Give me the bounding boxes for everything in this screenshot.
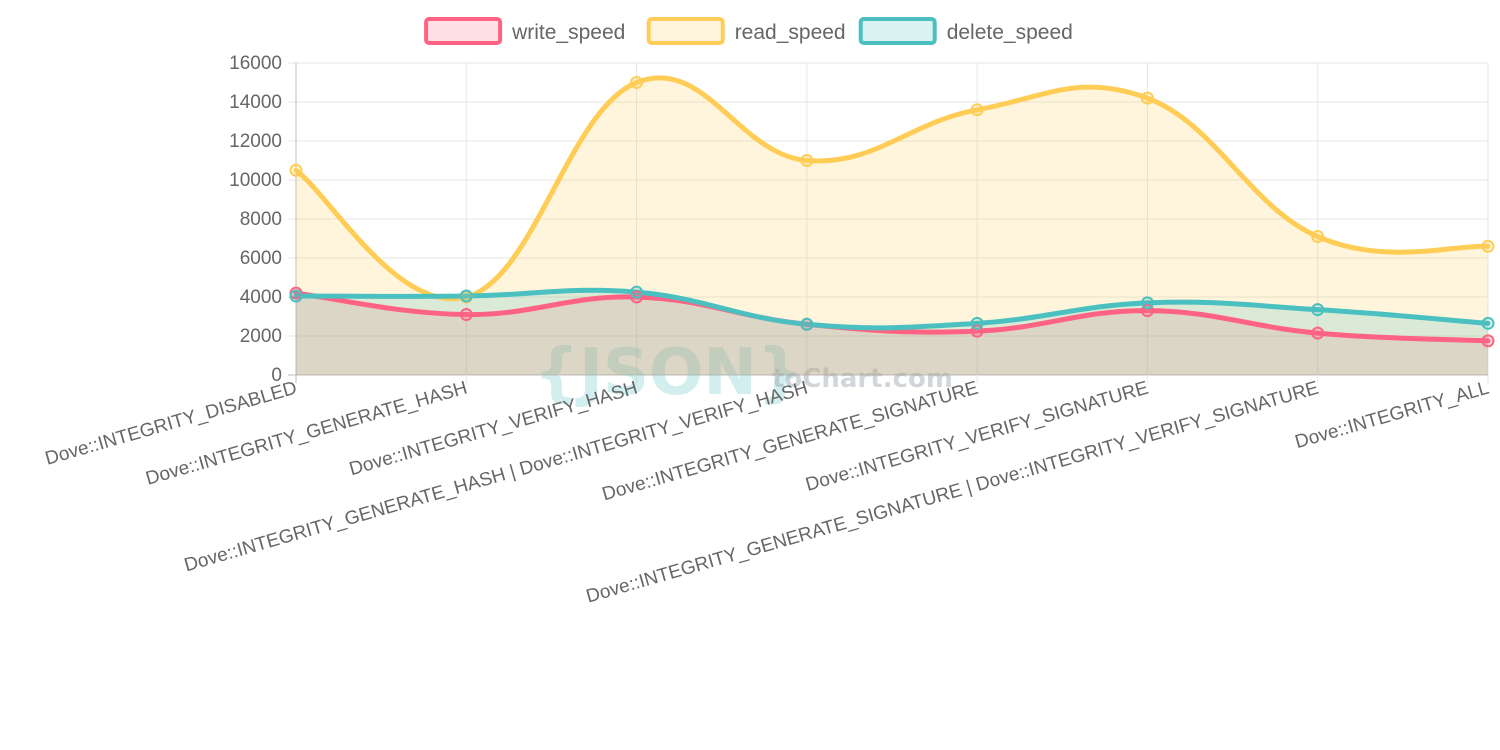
series-lines	[293, 75, 1491, 344]
y-tick-label: 4000	[240, 287, 282, 308]
y-tick-label: 14000	[229, 92, 282, 113]
delete_speed-point[interactable]	[970, 316, 984, 330]
delete_speed-line	[293, 287, 1491, 331]
legend-label-write_speed: write_speed	[511, 21, 625, 44]
legend-item-delete_speed[interactable]: delete_speed	[858, 17, 1073, 45]
watermark: {JSON} toChart.com	[534, 336, 953, 410]
delete_speed-point[interactable]	[1481, 316, 1495, 330]
delete_speed-point[interactable]	[800, 317, 814, 331]
read_speed-point[interactable]	[800, 154, 814, 167]
y-tick-label: 16000	[229, 53, 282, 74]
read_speed-line	[293, 75, 1491, 302]
y-tick-label: 12000	[229, 131, 282, 152]
x-category-label: Dove::INTEGRITY_GENERATE_HASH | Dove::IN…	[182, 378, 810, 577]
legend-swatch-delete_speed	[858, 17, 937, 45]
write_speed-point[interactable]	[1311, 326, 1325, 340]
x-category-label: Dove::INTEGRITY_VERIFY_HASH	[347, 378, 640, 481]
write_speed-point[interactable]	[459, 308, 473, 322]
read_speed-point[interactable]	[1140, 91, 1154, 105]
legend-label-delete_speed: delete_speed	[947, 21, 1073, 44]
read_speed-point[interactable]	[289, 163, 303, 177]
y-tick-label: 8000	[240, 209, 282, 230]
read_speed-point[interactable]	[1311, 230, 1325, 244]
read_speed-point[interactable]	[630, 76, 644, 89]
legend-item-read_speed[interactable]: read_speed	[646, 17, 846, 45]
delete_speed-point[interactable]	[459, 289, 473, 303]
delete_speed-point[interactable]	[630, 285, 644, 299]
legend-swatch-read_speed	[646, 17, 725, 45]
write_speed-point[interactable]	[1481, 334, 1495, 348]
legend: write_speed read_speed delete_speed	[424, 17, 1073, 45]
y-tick-label: 0	[271, 365, 282, 386]
legend-swatch-write_speed	[424, 17, 503, 45]
y-tick-label: 6000	[240, 248, 282, 269]
read_speed-point[interactable]	[1481, 239, 1495, 253]
x-category-label: Dove::INTEGRITY_GENERATE_HASH	[144, 378, 470, 490]
watermark-logo: {JSON}	[534, 336, 803, 410]
data-points	[289, 76, 1495, 348]
legend-label-read_speed: read_speed	[735, 21, 846, 44]
delete_speed-point[interactable]	[1140, 296, 1154, 310]
y-tick-label: 10000	[229, 170, 282, 191]
read_speed-point[interactable]	[970, 103, 984, 117]
y-tick-label: 2000	[240, 326, 282, 347]
legend-item-write_speed[interactable]: write_speed	[424, 17, 625, 45]
delete_speed-point[interactable]	[289, 289, 303, 303]
watermark-site: toChart.com	[772, 364, 953, 394]
delete_speed-point[interactable]	[1311, 303, 1325, 317]
write_speed-line	[293, 290, 1491, 344]
x-category-label: Dove::INTEGRITY_ALL	[1293, 378, 1492, 453]
